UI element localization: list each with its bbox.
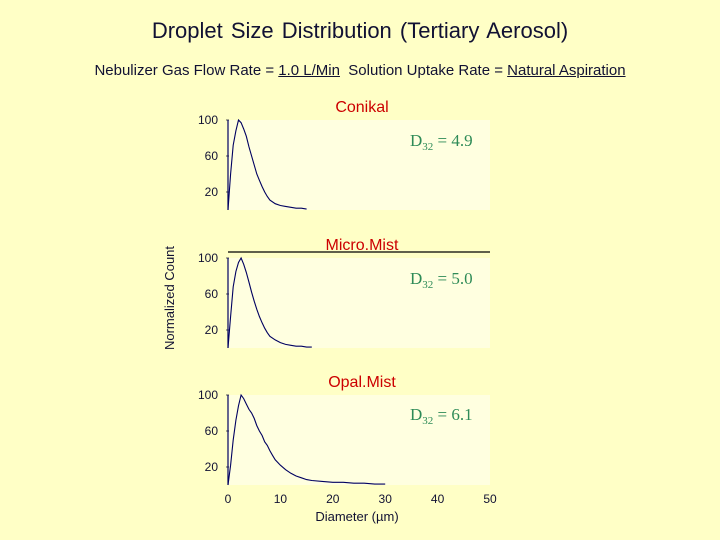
x-tick-label: 10	[274, 492, 288, 506]
d32-annotation: D32 = 4.9	[410, 131, 473, 153]
x-tick-label: 0	[225, 492, 232, 506]
distribution-curve	[227, 118, 307, 211]
y-tick-label: 100	[198, 251, 218, 265]
panel-1: Conikal D32 = 4.9 100 60 20	[198, 99, 490, 211]
y-tick-label: 100	[198, 113, 218, 127]
d32-value: = 4.9	[433, 131, 472, 150]
chart-title: Droplet Size Distribution (Tertiary Aero…	[151, 18, 569, 43]
x-tick-label: 50	[483, 492, 497, 506]
y-tick-label: 20	[205, 323, 219, 337]
uptake-label: Solution Uptake Rate =	[339, 62, 508, 79]
y-tick-label: 20	[205, 185, 219, 199]
y-tick-label: 60	[205, 424, 219, 438]
d32-annotation: D32 = 5.0	[410, 269, 473, 291]
plot-area	[228, 120, 490, 210]
y-axis-label: Normalized Count	[162, 246, 177, 350]
d32-annotation: D32 = 6.1	[410, 405, 473, 427]
panel-title: Opal.Mist	[328, 374, 396, 391]
d32-subscript: 32	[422, 415, 433, 427]
x-axis-label: Diameter (µm)	[315, 509, 398, 524]
distribution-curve	[227, 256, 312, 349]
d32-value: = 5.0	[433, 269, 472, 288]
d32-symbol: D	[410, 405, 422, 424]
x-tick-label: 30	[379, 492, 393, 506]
chart-subtitle: Nebulizer Gas Flow Rate = 1.0 L/Min Solu…	[0, 62, 720, 79]
d32-symbol: D	[410, 131, 422, 150]
plot-area	[228, 258, 490, 348]
y-tick-label: 20	[205, 460, 219, 474]
flow-label: Nebulizer Gas Flow Rate =	[94, 62, 279, 79]
plot-area	[228, 395, 490, 485]
y-tick-label: 100	[198, 388, 218, 402]
d32-symbol: D	[410, 269, 422, 288]
y-tick-label: 60	[205, 149, 219, 163]
panel-2: Micro.Mist D32 = 5.0 100 60 20	[198, 237, 490, 349]
d32-subscript: 32	[422, 279, 433, 291]
d32-subscript: 32	[422, 141, 433, 153]
y-tick-label: 60	[205, 287, 219, 301]
x-tick-label: 40	[431, 492, 445, 506]
panel-title: Micro.Mist	[326, 237, 399, 254]
distribution-curve	[227, 393, 386, 486]
d32-value: = 6.1	[433, 405, 472, 424]
x-tick-label: 20	[326, 492, 340, 506]
uptake-value: Natural Aspiration	[507, 62, 626, 79]
flow-value: 1.0 L/Min	[278, 62, 340, 79]
panel-3: Opal.Mist D32 = 6.1 100 60 20	[198, 374, 490, 486]
panel-title: Conikal	[335, 99, 388, 116]
